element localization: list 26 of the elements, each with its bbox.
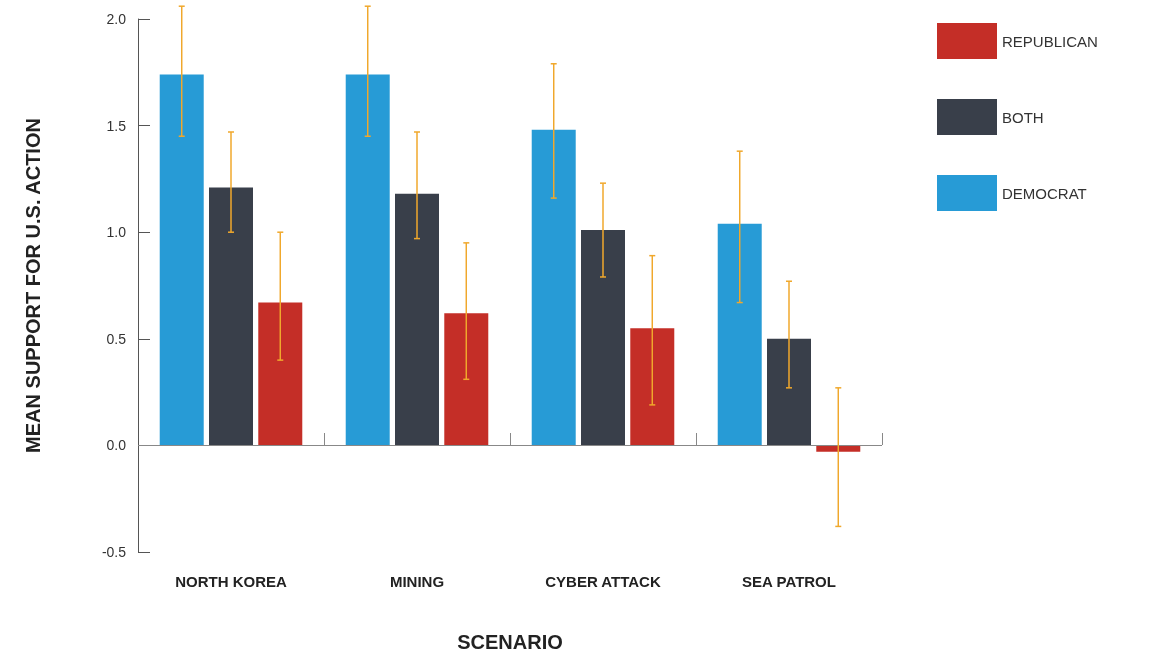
y-tick-label: 0.0	[106, 437, 127, 454]
legend-label: BOTH	[1002, 108, 1044, 126]
bar	[345, 74, 390, 446]
bar	[258, 302, 303, 446]
x-tick-label: SEA PATROL	[742, 573, 836, 590]
bar	[717, 223, 762, 446]
y-axis-title: MEAN SUPPORT FOR U.S. ACTION	[22, 118, 44, 453]
bar	[581, 230, 625, 446]
bar	[630, 328, 675, 446]
x-axis-title: SCENARIO	[457, 631, 563, 653]
y-tick-label: -0.5	[101, 544, 127, 560]
bar	[444, 313, 489, 446]
x-tick-label: CYBER ATTACK	[545, 573, 661, 590]
bar	[531, 129, 576, 446]
bar	[159, 74, 204, 446]
x-tick-label: MINING	[389, 573, 445, 590]
bar	[395, 193, 439, 446]
y-tick-label: 1.5	[106, 117, 127, 134]
legend-label: REPUBLICAN	[1002, 32, 1098, 50]
legend-label: DEMOCRAT	[1002, 184, 1087, 202]
y-tick-label: 2.0	[106, 11, 127, 27]
bar	[767, 338, 811, 446]
bar	[209, 187, 253, 446]
y-tick-label: 1.0	[106, 224, 127, 241]
y-tick-label: 0.5	[106, 330, 127, 347]
x-tick-label: NORTH KOREA	[175, 573, 287, 590]
